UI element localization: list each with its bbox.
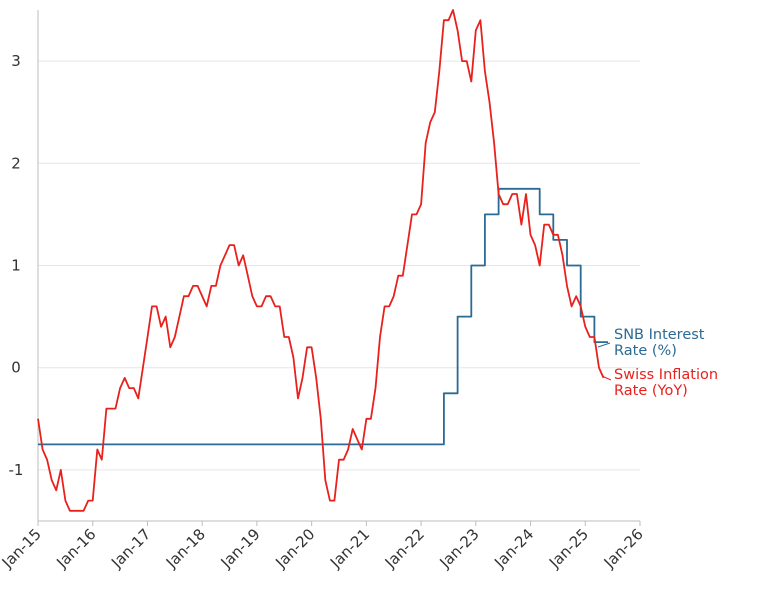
series-label-connector <box>597 342 611 348</box>
x-tick-label: Jan-18 <box>162 525 209 572</box>
y-tick-label: -1 <box>9 461 24 479</box>
x-tick-label: Jan-26 <box>600 525 647 572</box>
x-tick-label: Jan-23 <box>436 525 483 572</box>
x-tick-label: Jan-22 <box>381 525 428 572</box>
swiss-inflation-rate-line <box>37 9 605 512</box>
swiss-inflation-rate-label: Swiss Inflation <box>614 367 718 383</box>
swiss-inflation-rate-label: Rate (YoY) <box>614 383 688 399</box>
snb-interest-rate-label: SNB Interest <box>614 327 705 343</box>
series-layer <box>37 9 609 512</box>
x-tick-label: Jan-17 <box>107 525 154 572</box>
y-tick-label: 3 <box>11 52 21 70</box>
x-tick-label: Jan-20 <box>271 525 318 572</box>
x-tick-label: Jan-25 <box>545 525 592 572</box>
y-tick-label: 1 <box>11 257 21 275</box>
x-tick-label: Jan-24 <box>490 525 537 572</box>
snb-interest-rate-label: Rate (%) <box>614 343 677 359</box>
series-label-connector <box>601 375 612 381</box>
x-tick-label: Jan-19 <box>217 525 264 572</box>
x-tick-label: Jan-16 <box>52 525 99 572</box>
y-tick-label: 0 <box>11 359 21 377</box>
x-tick-label: Jan-21 <box>326 525 373 572</box>
x-tick-label: Jan-15 <box>0 525 45 572</box>
y-tick-label: 2 <box>11 154 21 172</box>
grid-layer <box>38 60 640 471</box>
snb-interest-rate-line <box>38 187 609 446</box>
